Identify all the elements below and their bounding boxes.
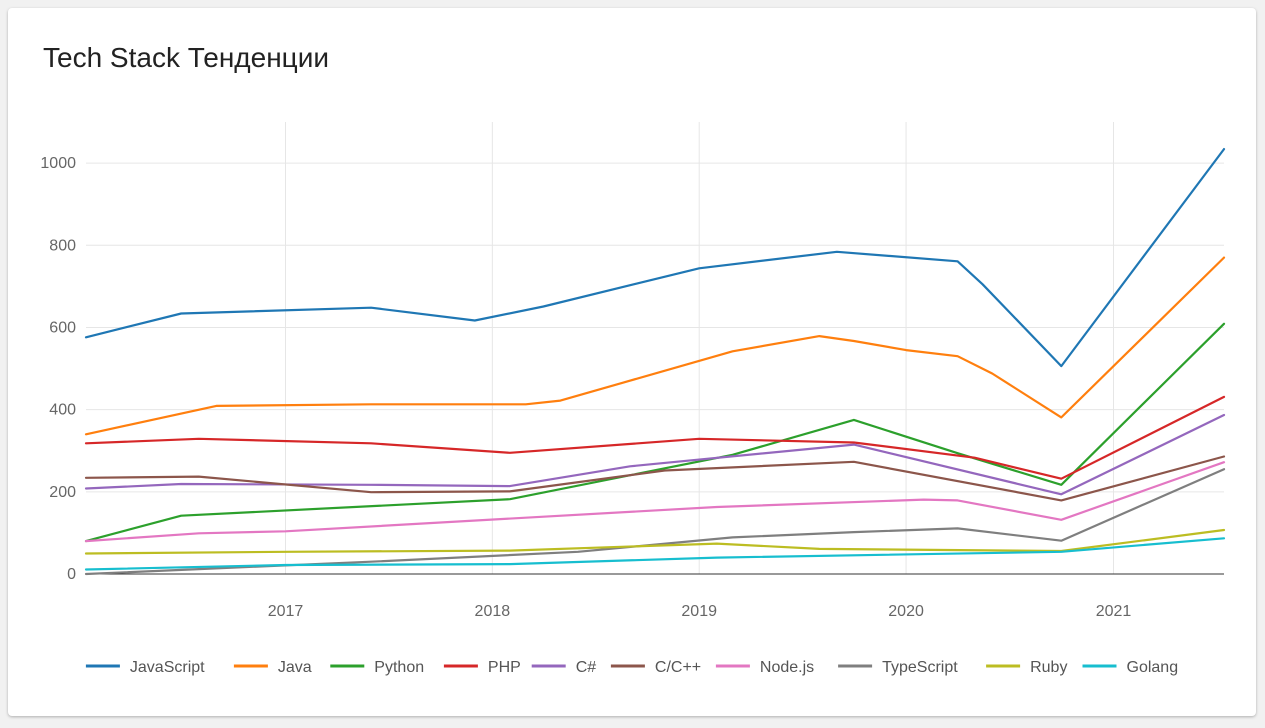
series-line-golang: [84, 537, 1226, 571]
y-tick-label: 200: [49, 484, 76, 501]
legend-label: PHP: [488, 659, 521, 676]
chart-card: Tech Stack Тенденции 0 200 400 600 800 1000 20…: [8, 8, 1256, 716]
legend-label: Ruby: [1030, 659, 1067, 676]
legend-label: C/C++: [655, 659, 701, 676]
axes: 0 200 400 600 800 1000 2017 2018 2019 2020 2021: [40, 155, 1224, 620]
series-line-php: [84, 395, 1226, 480]
x-tick-label: 2017: [268, 603, 304, 620]
series-line-node-js: [84, 461, 1226, 543]
legend-label: Golang: [1127, 659, 1179, 676]
legend-item[interactable]: PHP: [443, 659, 521, 676]
grid-lines: [86, 122, 1224, 574]
legend-label: Python: [374, 659, 424, 676]
legend-item[interactable]: Node.js: [715, 659, 814, 676]
legend-item[interactable]: C#: [531, 659, 597, 676]
series-line-javascript: [84, 148, 1226, 368]
legend-label: C#: [576, 659, 597, 676]
y-tick-label: 400: [49, 402, 76, 419]
x-tick-label: 2019: [681, 603, 717, 620]
x-tick-label: 2021: [1096, 603, 1132, 620]
legend-label: Java: [278, 659, 312, 676]
legend-label: TypeScript: [882, 659, 958, 676]
series-lines: [84, 148, 1226, 576]
y-tick-label: 1000: [40, 155, 76, 172]
legend-item[interactable]: JavaScript: [85, 659, 205, 676]
legend-item[interactable]: Java: [233, 659, 312, 676]
y-tick-label: 600: [49, 319, 76, 336]
series-line-c-: [84, 413, 1226, 496]
x-tick-label: 2018: [475, 603, 511, 620]
legend-item[interactable]: Ruby: [986, 659, 1067, 676]
y-tick-label: 800: [49, 237, 76, 254]
legend-item[interactable]: Python: [330, 659, 424, 676]
chart-title: Tech Stack Тенденции: [43, 42, 329, 73]
legend-label: Node.js: [760, 659, 814, 676]
legend: JavaScript Java Python PHP C# C/C++ Node.js Typ…: [85, 659, 1179, 676]
y-tick-label: 0: [67, 566, 76, 583]
legend-item[interactable]: TypeScript: [838, 659, 958, 676]
series-line-java: [84, 256, 1226, 436]
series-line-ruby: [84, 528, 1226, 555]
legend-item[interactable]: C/C++: [610, 659, 701, 676]
legend-item[interactable]: Golang: [1082, 659, 1179, 676]
x-tick-label: 2020: [888, 603, 924, 620]
legend-label: JavaScript: [130, 659, 205, 676]
line-chart: 0 200 400 600 800 1000 2017 2018 2019 2020 2021 Ja…: [40, 122, 1226, 676]
series-line-python: [84, 322, 1226, 543]
series-line-c-c-: [84, 455, 1226, 502]
